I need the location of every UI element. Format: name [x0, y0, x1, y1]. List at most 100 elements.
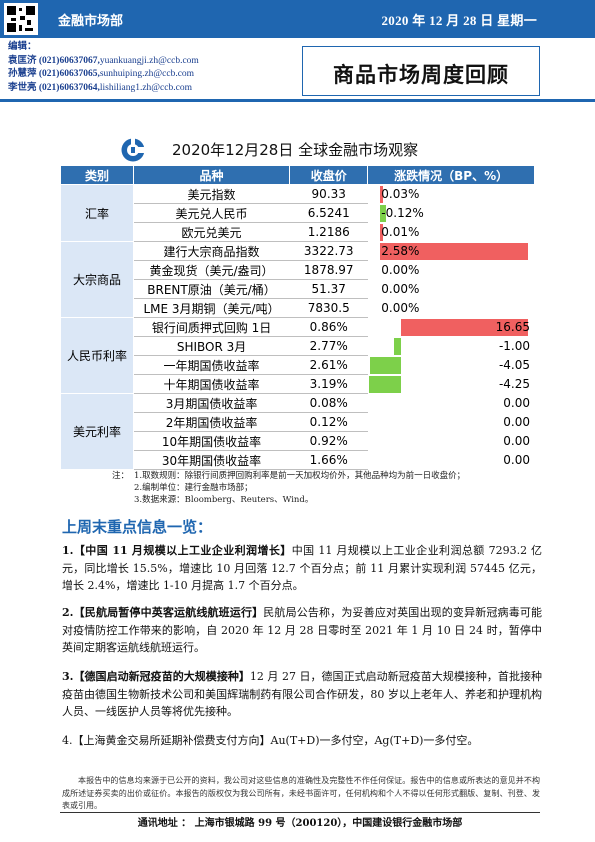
close-value: 0.12% — [289, 412, 369, 432]
market-table: 类别 品种 收盘价 涨跌情况（BP、%） 汇率 美元指数 90.33 0.03% 美元兑… — [60, 165, 535, 470]
change-label: 0.03% — [381, 187, 420, 201]
table-row: 十年期国债收益率 3.19% -4.25 — [61, 374, 535, 394]
instrument-name: 30年期国债收益率 — [132, 450, 291, 470]
close-value: 90.33 — [289, 184, 369, 204]
news-headline: 【德国启动新冠疫苗的大规模接种】 — [73, 670, 250, 683]
footer-address: 通讯地址 ： 上海市银城路 99 号（200120），中国建设银行金融市场部 — [60, 812, 540, 838]
table-header-row: 类别 品种 收盘价 涨跌情况（BP、%） — [60, 165, 535, 185]
change-bar — [380, 186, 384, 203]
report-title-box: 商品市场周度回顾 — [302, 46, 540, 96]
change-cell: 0.00% — [367, 260, 535, 280]
instrument-name: 3月期国债收益率 — [132, 393, 291, 413]
change-bar — [401, 319, 529, 336]
editor-name: 袁匡济 — [8, 55, 37, 66]
change-cell: 0.00 — [367, 393, 535, 413]
change-bar — [380, 224, 384, 241]
header-name: 品种 — [132, 165, 291, 185]
news-number: 1. — [62, 544, 74, 557]
disclaimer: 本报告中的信息均来源于已公开的资料，我公司对这些信息的准确性及完整性不作任何保证… — [62, 776, 540, 810]
editor-email: yuankuangji.zh@ccb.com — [99, 55, 199, 66]
table-row: SHIBOR 3月 2.77% -1.00 — [61, 336, 535, 356]
news-headline: 【民航局暂停中英客运航线航班运行】 — [73, 606, 264, 619]
close-value: 1.2186 — [289, 222, 369, 242]
instrument-name: 2年期国债收益率 — [132, 412, 291, 432]
change-cell: 0.00% — [367, 298, 535, 318]
instrument-name: 一年期国债收益率 — [132, 355, 291, 375]
table-row: 欧元兑美元 1.2186 0.01% — [61, 222, 535, 242]
close-value: 0.86% — [289, 317, 369, 337]
change-cell: 16.65 — [367, 317, 535, 337]
header-close: 收盘价 — [289, 165, 369, 185]
table-row: 黄金现货（美元/盎司） 1878.97 0.00% — [61, 260, 535, 280]
category-cell: 人民币利率 — [60, 317, 134, 394]
change-label: -0.12% — [381, 206, 424, 220]
section-title: 上周末重点信息一览： — [62, 518, 213, 536]
editor-name: 李世亮 — [8, 82, 37, 93]
change-label: 0.00 — [503, 415, 530, 429]
change-label: 0.00 — [503, 434, 530, 448]
editors-label: 编辑： — [8, 42, 37, 52]
editor-email: sunhuiping.zh@ccb.com — [99, 69, 195, 79]
table-row: 30年期国债收益率 1.66% 0.00 — [61, 450, 535, 470]
news-body: 中国 11 月规模以上工业企业利润总额 7293.2 亿元，同比增长 15.5%… — [62, 544, 542, 592]
news-headline: 【中国 11 月规模以上工业企业利润增长】 — [73, 544, 292, 557]
close-value: 0.08% — [289, 393, 369, 413]
report-title: 商品市场周度回顾 — [333, 63, 509, 87]
change-label: 0.00% — [381, 282, 420, 296]
close-value: 0.92% — [289, 431, 369, 451]
change-label: 0.01% — [381, 225, 420, 239]
report-date: 2020 年 12 月 28 日 星期一 — [381, 13, 537, 28]
news-body: Au(T+D)一多付空，Ag(T+D)一多付空。 — [270, 734, 479, 747]
close-value: 1.66% — [289, 450, 369, 470]
news-item: 1.【中国 11 月规模以上工业企业利润增长】中国 11 月规模以上工业企业利润… — [62, 542, 542, 595]
news-headline: 【上海黄金交易所延期补偿费支付方向】 — [72, 734, 271, 747]
change-bar — [380, 205, 387, 222]
table-body: 汇率 美元指数 90.33 0.03% 美元兑人民币 6.5241 -0.12% 欧元兑美元 1… — [60, 184, 535, 470]
department-name: 金融市场部 — [58, 13, 124, 28]
change-bar — [393, 338, 402, 355]
change-label: 0.00% — [381, 263, 420, 277]
editor-name: 孙慧萍 — [8, 69, 37, 79]
table-title: 2020年12月28日 全球金融市场观察 — [172, 141, 419, 159]
change-bar — [380, 243, 529, 260]
news-number: 4. — [62, 734, 73, 747]
header-category: 类别 — [60, 165, 134, 185]
note-item: 2.编制单位：建行金融市场部； — [112, 482, 465, 494]
note-item: 3.数据来源：Bloomberg、Reuters、Wind。 — [112, 494, 465, 506]
close-value: 3322.73 — [289, 241, 369, 261]
change-cell: 0.03% — [367, 184, 535, 204]
table-row: LME 3月期铜（美元/吨） 7830.5 0.00% — [61, 298, 535, 318]
news-body: 12 月 27 日，德国正式启动新冠疫苗大规模接种，首批接种疫苗由德国生物新技术… — [62, 670, 543, 718]
change-cell: 0.00 — [367, 450, 535, 470]
table-row: 2年期国债收益率 0.12% 0.00 — [61, 412, 535, 432]
change-cell: 2.58% — [367, 241, 535, 261]
instrument-name: 十年期国债收益率 — [132, 374, 291, 394]
editor-row: 袁匡济 (021)60637067,yuankuangji.zh@ccb.com — [8, 55, 199, 69]
close-value: 7830.5 — [289, 298, 369, 318]
close-value: 2.61% — [289, 355, 369, 375]
change-cell: -4.05 — [367, 355, 535, 375]
news-number: 3. — [62, 670, 74, 683]
header-divider — [0, 99, 595, 102]
table-row: 汇率 美元指数 90.33 0.03% — [60, 184, 535, 242]
instrument-name: BRENT原油（美元/桶） — [132, 279, 291, 299]
change-label: -4.25 — [498, 377, 530, 391]
change-cell: -1.00 — [367, 336, 535, 356]
ccb-logo-icon — [121, 138, 145, 162]
close-value: 51.37 — [289, 279, 369, 299]
category-cell: 大宗商品 — [60, 241, 134, 318]
change-bar — [370, 357, 402, 374]
note-text: 3.数据来源：Bloomberg、Reuters、Wind。 — [134, 495, 314, 505]
category-cell: 汇率 — [60, 184, 134, 242]
editor-email: lishiliang1.zh@ccb.com — [99, 82, 192, 93]
editor-row: 李世亮 (021)60637064,lishiliang1.zh@ccb.com — [8, 82, 199, 96]
editor-phone: (021)60637065, — [38, 69, 100, 79]
note-item: 注： 1.取数规则：除银行间质押回购利率是前一天加权均价外，其他品种均为前一日收盘… — [112, 470, 465, 482]
close-value: 3.19% — [289, 374, 369, 394]
change-label: -4.05 — [498, 358, 530, 372]
table-row: 10年期国债收益率 0.92% 0.00 — [61, 431, 535, 451]
close-value: 2.77% — [289, 336, 369, 356]
change-label: 0.00 — [503, 453, 530, 467]
news-item: 4.【上海黄金交易所延期补偿费支付方向】Au(T+D)一多付空，Ag(T+D)一… — [62, 732, 542, 750]
change-label: 0.00 — [503, 396, 530, 410]
